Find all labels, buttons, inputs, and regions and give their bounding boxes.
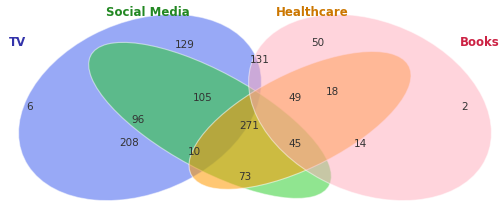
- Text: 271: 271: [239, 121, 259, 131]
- Text: 131: 131: [250, 55, 270, 65]
- Text: 2: 2: [462, 103, 468, 112]
- Text: 45: 45: [288, 139, 302, 149]
- Text: Social Media: Social Media: [106, 6, 190, 19]
- Text: 6: 6: [26, 103, 34, 112]
- Text: 129: 129: [175, 40, 195, 50]
- Text: 208: 208: [119, 138, 139, 148]
- Text: TV: TV: [9, 37, 26, 49]
- Text: 73: 73: [238, 172, 252, 182]
- Ellipse shape: [18, 14, 262, 201]
- Text: Books: Books: [460, 37, 500, 49]
- Text: 105: 105: [192, 93, 212, 103]
- Ellipse shape: [88, 42, 332, 198]
- Ellipse shape: [248, 14, 492, 201]
- Ellipse shape: [189, 51, 411, 189]
- Text: 18: 18: [326, 88, 339, 97]
- Text: 50: 50: [311, 38, 324, 48]
- Text: Healthcare: Healthcare: [276, 6, 349, 19]
- Text: 10: 10: [188, 147, 200, 157]
- Text: 49: 49: [288, 93, 302, 103]
- Text: 96: 96: [131, 115, 144, 125]
- Text: 14: 14: [354, 139, 366, 149]
